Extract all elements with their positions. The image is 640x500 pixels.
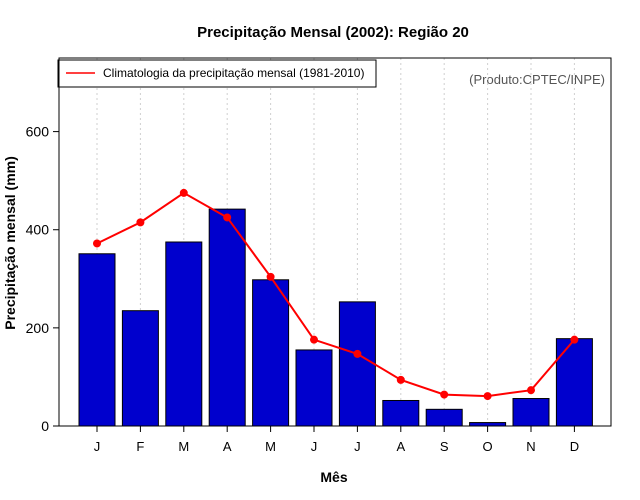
bar-10 xyxy=(512,398,550,427)
climatology-point-3 xyxy=(223,213,232,222)
climatology-point-8 xyxy=(440,390,449,399)
climatology-point-11 xyxy=(570,335,579,344)
x-tick-label-5: J xyxy=(311,439,318,454)
x-axis-label: Mês xyxy=(320,469,347,485)
y-tick-label-1: 200 xyxy=(26,320,50,336)
x-tick-label-2: M xyxy=(178,439,189,454)
bar-8 xyxy=(425,408,463,427)
bar-series xyxy=(78,208,593,427)
y-axis-label: Precipitação mensal (mm) xyxy=(2,156,18,330)
x-tick-label-7: A xyxy=(396,439,405,454)
bar-9 xyxy=(469,422,507,427)
legend-box xyxy=(57,59,377,88)
x-tick-label-3: A xyxy=(223,439,232,454)
legend-entry-climatology: Climatologia da precipitação mensal (198… xyxy=(103,66,364,80)
x-tick-label-6: J xyxy=(354,439,361,454)
bar-6 xyxy=(338,301,376,427)
climatology-line xyxy=(96,191,576,398)
bar-0 xyxy=(78,253,116,427)
bar-7 xyxy=(382,399,420,427)
climatology-point-0 xyxy=(93,239,101,248)
bar-11 xyxy=(555,338,593,427)
bar-2 xyxy=(165,241,203,427)
bar-3 xyxy=(208,208,246,427)
bar-1 xyxy=(121,310,159,427)
y-tick-label-0: 0 xyxy=(41,418,49,434)
x-tick-label-10: N xyxy=(526,439,535,454)
x-tick-label-1: F xyxy=(136,439,144,454)
y-tick-label-2: 400 xyxy=(26,222,50,238)
climatology-point-9 xyxy=(483,392,492,401)
climatology-point-1 xyxy=(136,218,145,227)
x-tick-label-4: M xyxy=(265,439,276,454)
x-tick-label-11: D xyxy=(570,439,579,454)
climatology-point-6 xyxy=(353,349,362,358)
chart-title: Precipitação Mensal (2002): Região 20 xyxy=(197,24,469,41)
climatology-point-4 xyxy=(266,272,275,281)
bar-5 xyxy=(295,349,333,427)
y-tick-label-3: 600 xyxy=(26,124,50,140)
source-annotation: (Produto:CPTEC/INPE) xyxy=(469,72,605,87)
climatology-point-10 xyxy=(527,386,535,395)
climatology-point-2 xyxy=(179,188,188,197)
x-tick-label-0: J xyxy=(94,439,101,454)
axes: J F M A M J J A S O N D 0 200 400 600 xyxy=(26,124,579,454)
legend: Climatologia da precipitação mensal (198… xyxy=(57,59,377,88)
bar-4 xyxy=(252,279,290,427)
climatology-point-7 xyxy=(396,375,405,384)
climatology-point-5 xyxy=(310,335,318,344)
x-tick-label-8: S xyxy=(440,439,449,454)
climatology-series xyxy=(93,188,579,401)
x-tick-label-9: O xyxy=(483,439,493,454)
plot-frame xyxy=(58,57,612,427)
